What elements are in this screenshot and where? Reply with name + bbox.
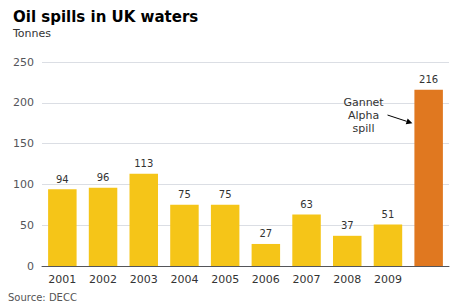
svg-text:100: 100	[13, 178, 34, 191]
svg-text:2007: 2007	[293, 273, 321, 286]
svg-text:Tonnes: Tonnes	[12, 27, 51, 40]
svg-text:27: 27	[259, 228, 272, 239]
svg-text:250: 250	[13, 56, 34, 69]
svg-text:200: 200	[13, 96, 34, 109]
svg-text:2001: 2001	[48, 273, 76, 286]
svg-text:51: 51	[382, 209, 395, 220]
svg-text:2003: 2003	[130, 273, 158, 286]
svg-text:50: 50	[20, 219, 34, 232]
svg-text:2002: 2002	[89, 273, 117, 286]
svg-text:0: 0	[27, 260, 34, 273]
svg-text:2005: 2005	[211, 273, 239, 286]
svg-text:spill: spill	[353, 122, 375, 135]
svg-text:2006: 2006	[252, 273, 280, 286]
svg-text:Alpha: Alpha	[348, 109, 379, 122]
svg-text:216: 216	[419, 74, 438, 85]
svg-text:Gannet: Gannet	[343, 96, 384, 109]
svg-text:96: 96	[97, 172, 110, 183]
svg-text:2004: 2004	[170, 273, 198, 286]
svg-text:Source: DECC: Source: DECC	[8, 292, 77, 303]
svg-text:75: 75	[219, 189, 232, 200]
svg-text:2009: 2009	[374, 273, 402, 286]
svg-text:75: 75	[178, 189, 191, 200]
svg-text:94: 94	[56, 174, 69, 185]
svg-text:2008: 2008	[333, 273, 361, 286]
svg-text:63: 63	[300, 199, 313, 210]
svg-text:150: 150	[13, 137, 34, 150]
svg-text:113: 113	[134, 158, 153, 169]
svg-text:Oil spills in UK waters: Oil spills in UK waters	[13, 8, 198, 26]
svg-text:37: 37	[341, 220, 354, 231]
